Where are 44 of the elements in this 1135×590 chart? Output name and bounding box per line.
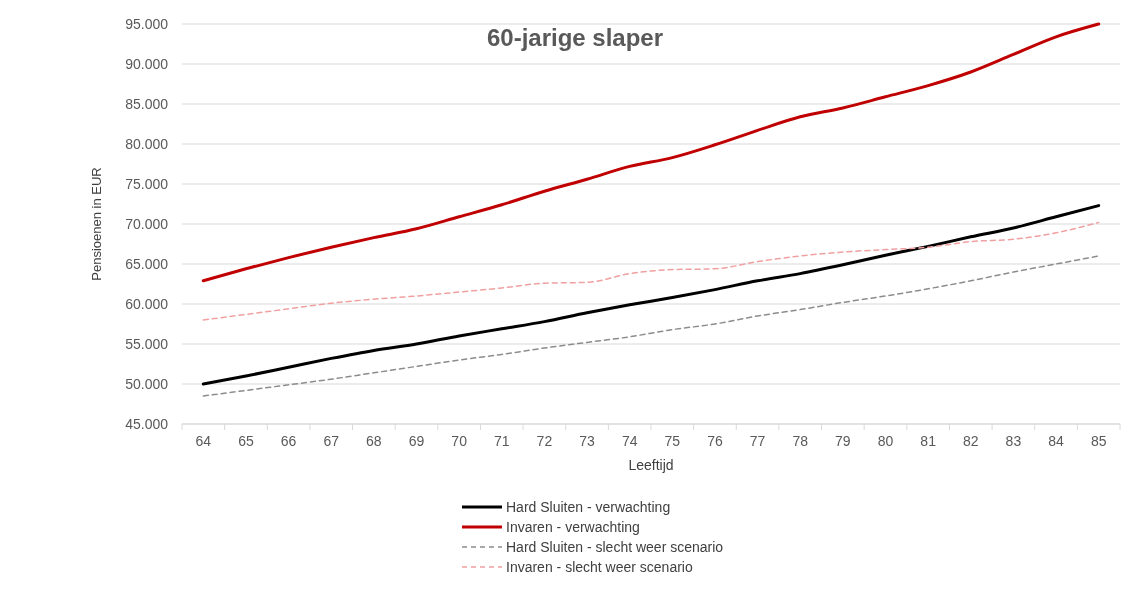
y-tick-label: 85.000 bbox=[125, 95, 169, 112]
x-tick-label: 73 bbox=[579, 433, 596, 449]
x-tick-label: 71 bbox=[493, 433, 510, 449]
x-tick-label: 72 bbox=[536, 433, 553, 449]
line-series bbox=[202, 255, 1100, 397]
legend-label: Hard Sluiten - verwachting bbox=[506, 498, 671, 515]
x-axis-title: Leeftijd bbox=[628, 457, 674, 473]
x-tick-label: 78 bbox=[792, 433, 809, 449]
x-tick-label: 80 bbox=[877, 433, 894, 449]
y-tick-label: 45.000 bbox=[125, 415, 169, 432]
legend-label: Hard Sluiten - slecht weer scenario bbox=[506, 538, 724, 555]
line-series bbox=[201, 204, 1101, 386]
x-tick-label: 64 bbox=[195, 433, 212, 449]
y-tick-label: 65.000 bbox=[125, 255, 169, 272]
x-tick-label: 85 bbox=[1090, 433, 1107, 449]
y-tick-label: 90.000 bbox=[125, 55, 169, 72]
x-tick-label: 75 bbox=[664, 433, 681, 449]
line-series bbox=[201, 22, 1101, 283]
chart-title: 60-jarige slaper bbox=[486, 24, 664, 51]
y-tick-label: 75.000 bbox=[125, 175, 169, 192]
legend-label: Invaren - verwachting bbox=[506, 518, 640, 535]
x-tick-label: 82 bbox=[962, 433, 979, 449]
x-tick-label: 66 bbox=[280, 433, 297, 449]
x-tick-label: 65 bbox=[238, 433, 254, 449]
x-tick-label: 69 bbox=[408, 433, 425, 449]
x-tick-label: 74 bbox=[621, 433, 638, 449]
y-axis-title: Pensioenen in EUR bbox=[89, 167, 104, 281]
x-tick-label: 84 bbox=[1048, 433, 1065, 449]
x-tick-label: 68 bbox=[366, 433, 382, 449]
y-tick-label: 80.000 bbox=[125, 135, 169, 152]
x-tick-label: 79 bbox=[835, 433, 851, 449]
y-tick-label: 95.000 bbox=[125, 15, 169, 32]
x-tick-label: 76 bbox=[707, 433, 723, 449]
x-tick-label: 83 bbox=[1005, 433, 1022, 449]
x-tick-label: 81 bbox=[920, 433, 937, 449]
y-tick-label: 70.000 bbox=[125, 215, 169, 232]
y-tick-label: 55.000 bbox=[125, 335, 169, 352]
x-tick-label: 67 bbox=[323, 433, 340, 449]
legend-label: Invaren - slecht weer scenario bbox=[506, 558, 693, 575]
x-tick-label: 77 bbox=[749, 433, 766, 449]
y-tick-label: 60.000 bbox=[125, 295, 169, 312]
line-series bbox=[202, 221, 1100, 321]
x-tick-label: 70 bbox=[451, 433, 468, 449]
y-tick-label: 50.000 bbox=[125, 375, 169, 392]
